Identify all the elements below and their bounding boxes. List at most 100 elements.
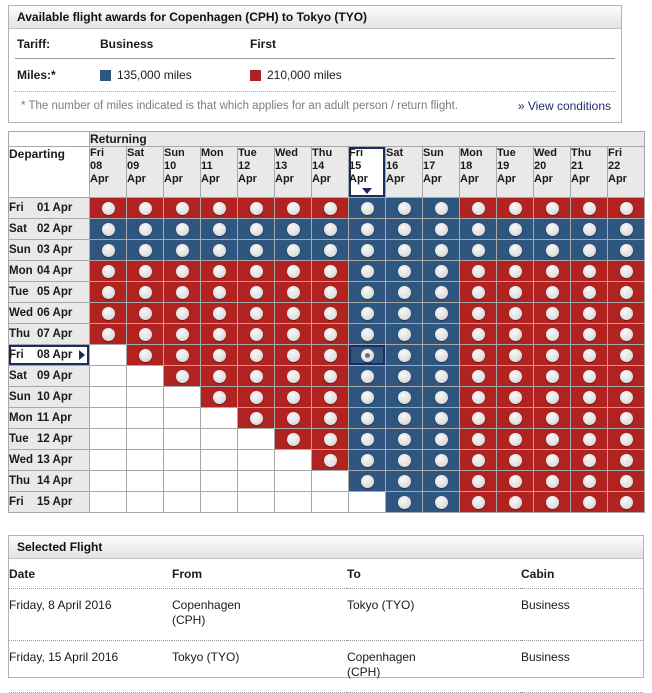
award-cell[interactable]: [348, 449, 386, 471]
award-cell[interactable]: [496, 365, 534, 387]
award-cell[interactable]: [274, 197, 312, 219]
award-cell[interactable]: [311, 197, 349, 219]
award-cell[interactable]: [348, 302, 386, 324]
award-cell[interactable]: [533, 302, 571, 324]
award-cell[interactable]: [385, 344, 423, 366]
award-cell[interactable]: [533, 365, 571, 387]
award-cell[interactable]: [570, 365, 608, 387]
award-cell[interactable]: [126, 344, 164, 366]
award-cell[interactable]: [163, 323, 201, 345]
award-cell[interactable]: [533, 491, 571, 513]
award-cell[interactable]: [126, 281, 164, 303]
award-cell[interactable]: [570, 470, 608, 492]
award-cell[interactable]: [237, 386, 275, 408]
award-cell[interactable]: [422, 218, 460, 240]
award-cell[interactable]: [274, 386, 312, 408]
award-cell[interactable]: [274, 260, 312, 282]
award-cell[interactable]: [274, 281, 312, 303]
award-cell[interactable]: [459, 260, 497, 282]
award-cell[interactable]: [348, 365, 386, 387]
award-cell[interactable]: [237, 260, 275, 282]
award-cell[interactable]: [459, 281, 497, 303]
award-cell[interactable]: [274, 407, 312, 429]
award-cell[interactable]: [200, 302, 238, 324]
award-cell[interactable]: [533, 428, 571, 450]
award-cell[interactable]: [422, 281, 460, 303]
award-cell[interactable]: [570, 491, 608, 513]
award-cell[interactable]: [200, 281, 238, 303]
award-cell[interactable]: [348, 218, 386, 240]
award-cell[interactable]: [459, 428, 497, 450]
award-cell[interactable]: [237, 323, 275, 345]
award-cell[interactable]: [274, 365, 312, 387]
award-cell[interactable]: [348, 197, 386, 219]
award-cell[interactable]: [422, 449, 460, 471]
award-cell[interactable]: [459, 491, 497, 513]
award-cell[interactable]: [459, 386, 497, 408]
award-cell[interactable]: [606, 302, 646, 324]
award-cell[interactable]: [385, 428, 423, 450]
award-cell[interactable]: [459, 365, 497, 387]
award-cell[interactable]: [570, 302, 608, 324]
award-cell[interactable]: [422, 491, 460, 513]
award-cell[interactable]: [311, 323, 349, 345]
award-cell[interactable]: [237, 344, 275, 366]
award-cell[interactable]: [570, 239, 608, 261]
award-cell[interactable]: [126, 302, 164, 324]
award-cell[interactable]: [311, 239, 349, 261]
award-cell[interactable]: [533, 470, 571, 492]
award-cell[interactable]: [385, 302, 423, 324]
award-cell[interactable]: [348, 428, 386, 450]
award-cell[interactable]: [126, 197, 164, 219]
award-cell[interactable]: [274, 218, 312, 240]
award-cell[interactable]: [274, 344, 312, 366]
award-cell[interactable]: [89, 281, 127, 303]
award-cell[interactable]: [496, 449, 534, 471]
award-cell[interactable]: [385, 365, 423, 387]
award-cell[interactable]: [385, 449, 423, 471]
award-cell[interactable]: [606, 491, 646, 513]
award-cell[interactable]: [422, 302, 460, 324]
award-cell[interactable]: [606, 260, 646, 282]
award-cell[interactable]: [311, 365, 349, 387]
award-cell[interactable]: [533, 323, 571, 345]
award-cell[interactable]: [200, 197, 238, 219]
award-cell[interactable]: [422, 407, 460, 429]
award-cell[interactable]: [311, 386, 349, 408]
award-cell[interactable]: [533, 197, 571, 219]
award-cell[interactable]: [348, 407, 386, 429]
award-cell[interactable]: [311, 281, 349, 303]
award-cell[interactable]: [459, 239, 497, 261]
award-cell[interactable]: [422, 386, 460, 408]
award-cell[interactable]: [459, 449, 497, 471]
award-cell[interactable]: [570, 260, 608, 282]
award-cell[interactable]: [385, 260, 423, 282]
award-cell[interactable]: [385, 218, 423, 240]
award-cell[interactable]: [496, 197, 534, 219]
award-cell[interactable]: [200, 218, 238, 240]
award-cell[interactable]: [606, 470, 646, 492]
award-cell[interactable]: [533, 218, 571, 240]
award-cell[interactable]: [606, 386, 646, 408]
award-cell[interactable]: [533, 281, 571, 303]
award-cell[interactable]: [385, 491, 423, 513]
award-cell[interactable]: [163, 344, 201, 366]
award-cell[interactable]: [348, 470, 386, 492]
award-cell[interactable]: [237, 281, 275, 303]
award-cell[interactable]: [533, 239, 571, 261]
award-cell[interactable]: [311, 218, 349, 240]
award-cell[interactable]: [570, 344, 608, 366]
award-cell[interactable]: [496, 470, 534, 492]
award-cell[interactable]: [570, 197, 608, 219]
award-cell[interactable]: [570, 323, 608, 345]
award-cell[interactable]: [422, 470, 460, 492]
award-cell[interactable]: [311, 428, 349, 450]
award-cell[interactable]: [533, 449, 571, 471]
award-cell[interactable]: [570, 281, 608, 303]
award-cell[interactable]: [496, 302, 534, 324]
award-cell[interactable]: [163, 197, 201, 219]
award-cell[interactable]: [89, 239, 127, 261]
award-cell[interactable]: [570, 428, 608, 450]
award-cell[interactable]: [274, 302, 312, 324]
award-cell[interactable]: [496, 428, 534, 450]
